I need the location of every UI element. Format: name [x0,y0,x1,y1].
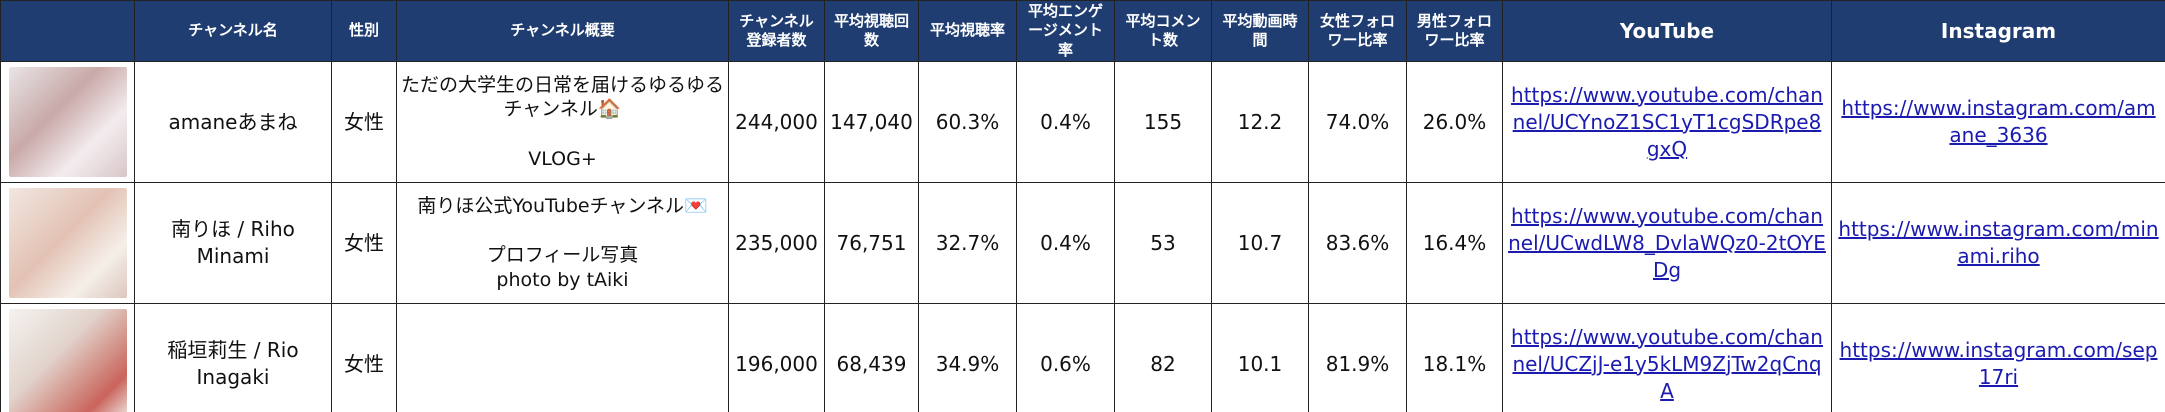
table-body: amaneあまね 女性 ただの大学生の日常を届けるゆるゆるチャンネル🏠 VLOG+ 2… [0,61,2165,412]
gender-cell: 女性 [331,61,397,183]
duration-cell: 10.1 [1211,303,1309,412]
channel-photo [8,67,127,177]
name-cell: amaneあまね [134,61,332,183]
photo-cell [0,303,135,412]
photo-cell [0,61,135,183]
engagement-cell: 0.4% [1016,182,1115,304]
youtube-cell: https://www.youtube.com/channel/UCZjJ-e1… [1502,303,1832,412]
youtube-link[interactable]: https://www.youtube.com/channel/UCZjJ-e1… [1511,324,1823,403]
name-cell: 南りほ / Riho Minami [134,182,332,304]
male-cell: 16.4% [1406,182,1503,304]
youtube-cell: https://www.youtube.com/channel/UCwdLW8_… [1502,182,1832,304]
header-cell: 性別 [331,0,397,62]
instagram-cell: https://www.instagram.com/amane_3636 [1831,61,2165,183]
photo-cell [0,182,135,304]
engagement-cell: 0.6% [1016,303,1115,412]
header-cell: YouTube [1502,0,1832,62]
avg-views-cell: 76,751 [824,182,919,304]
youtube-link[interactable]: https://www.youtube.com/channel/UCYnoZ1S… [1511,82,1823,161]
male-cell: 26.0% [1406,61,1503,183]
instagram-link[interactable]: https://www.instagram.com/sep17ri [1839,338,2158,389]
youtube-link[interactable]: https://www.youtube.com/channel/UCwdLW8_… [1508,203,1826,282]
female-cell: 83.6% [1308,182,1407,304]
subscribers-cell: 235,000 [728,182,825,304]
channel-photo [8,309,127,412]
youtube-cell: https://www.youtube.com/channel/UCYnoZ1S… [1502,61,1832,183]
female-cell: 81.9% [1308,303,1407,412]
description-cell: ただの大学生の日常を届けるゆるゆるチャンネル🏠 VLOG+ [396,61,729,183]
view-rate-cell: 34.9% [918,303,1017,412]
header-cell: 男性フォロワー比率 [1406,0,1503,62]
header-cell: 女性フォロワー比率 [1308,0,1407,62]
header-cell: チャンネル登録者数 [728,0,825,62]
header-cell: チャンネル概要 [396,0,729,62]
header-cell: 平均動画時間 [1211,0,1309,62]
table-row: 稲垣莉生 / Rio Inagaki 女性 196,000 68,439 34.9% 0.… [0,303,2165,412]
view-rate-cell: 32.7% [918,182,1017,304]
gender-cell: 女性 [331,182,397,304]
channel-photo [8,188,127,298]
avg-views-cell: 147,040 [824,61,919,183]
description-cell: 南りほ公式YouTubeチャンネル💌 プロフィール写真 photo by tAi… [396,182,729,304]
comments-cell: 82 [1114,303,1212,412]
header-cell: 平均視聴回数 [824,0,919,62]
header-cell: 平均エンゲージメント率 [1016,0,1115,62]
header-row: チャンネル名 性別 チャンネル概要 チャンネル登録者数 平均視聴回数 平均視聴率 平均エンゲ… [0,0,2165,62]
view-rate-cell: 60.3% [918,61,1017,183]
comments-cell: 53 [1114,182,1212,304]
avg-views-cell: 68,439 [824,303,919,412]
instagram-cell: https://www.instagram.com/minami.riho [1831,182,2165,304]
gender-cell: 女性 [331,303,397,412]
name-cell: 稲垣莉生 / Rio Inagaki [134,303,332,412]
description-cell [396,303,729,412]
subscribers-cell: 244,000 [728,61,825,183]
duration-cell: 12.2 [1211,61,1309,183]
instagram-link[interactable]: https://www.instagram.com/amane_3636 [1841,96,2156,147]
header-cell: 平均視聴率 [918,0,1017,62]
table-row: amaneあまね 女性 ただの大学生の日常を届けるゆるゆるチャンネル🏠 VLOG+ 2… [0,61,2165,183]
table-row: 南りほ / Riho Minami 女性 南りほ公式YouTubeチャンネル💌 プロ… [0,182,2165,304]
engagement-cell: 0.4% [1016,61,1115,183]
comments-cell: 155 [1114,61,1212,183]
header-cell: Instagram [1831,0,2165,62]
duration-cell: 10.7 [1211,182,1309,304]
header-cell: チャンネル名 [134,0,332,62]
header-cell: 平均コメント数 [1114,0,1212,62]
subscribers-cell: 196,000 [728,303,825,412]
male-cell: 18.1% [1406,303,1503,412]
instagram-cell: https://www.instagram.com/sep17ri [1831,303,2165,412]
female-cell: 74.0% [1308,61,1407,183]
header-cell [0,0,135,62]
instagram-link[interactable]: https://www.instagram.com/minami.riho [1838,217,2159,268]
